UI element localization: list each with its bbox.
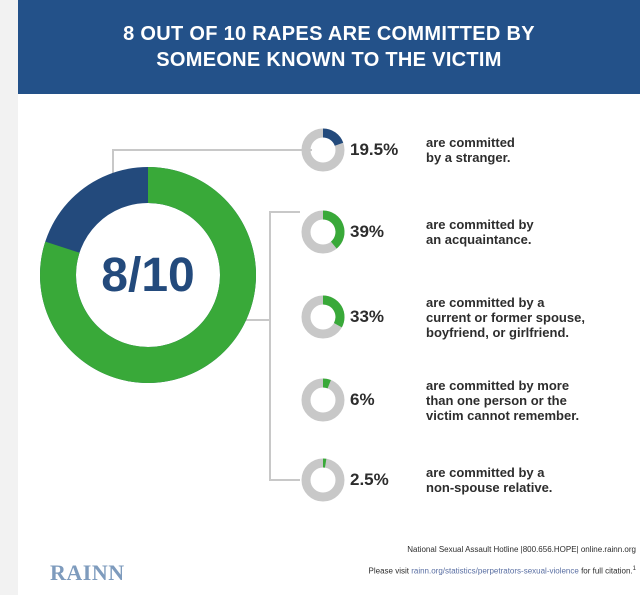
citation-link[interactable]: rainn.org/statistics/perpetrators-sexual…: [411, 566, 579, 576]
title-line-2: SOMEONE KNOWN TO THE VICTIM: [156, 49, 502, 71]
description-1: are committed by a stranger.: [426, 135, 515, 165]
description-line: are committed: [426, 135, 515, 150]
description-line: boyfriend, or girlfriend.: [426, 324, 570, 340]
description-line: than one person or the: [426, 392, 567, 408]
small-donut-segment-2: [322, 210, 345, 249]
small-donut-segment-3: [322, 295, 345, 328]
connector-top: [112, 149, 312, 182]
description-4: are committed by more than one person or …: [426, 378, 579, 423]
description-line: non-spouse relative.: [426, 480, 553, 495]
description-line: victim cannot remember.: [426, 407, 580, 423]
description-line: are committed by a: [426, 294, 545, 310]
description-2: are committed by an acquaintance.: [426, 217, 534, 247]
donut-center-label: 8/10: [101, 249, 194, 302]
footnote-marker: 1: [632, 566, 636, 572]
citation-prefix: Please visit: [368, 566, 412, 576]
hotline-text: National Sexual Assault Hotline |800.656…: [407, 545, 636, 554]
percent-label-5: 2.5%: [350, 470, 389, 489]
small-donut-track-5: [301, 458, 345, 502]
description-line: by a stranger.: [426, 150, 511, 165]
small-donut-segment-1: [322, 128, 344, 147]
description-5: are committed by a non-spouse relative.: [426, 465, 552, 495]
description-line: current or former spouse,: [426, 309, 585, 325]
small-donut-segment-4: [322, 378, 331, 389]
description-line: are committed by more: [426, 377, 570, 393]
hotline-label: National Sexual Assault Hotline |800.656…: [407, 545, 636, 554]
description-line: are committed by a: [426, 465, 545, 480]
chart-svg: 8/10: [40, 128, 345, 502]
description-line: are committed by: [426, 217, 534, 232]
percent-label-2: 39%: [350, 222, 385, 241]
percent-label-4: 6%: [350, 390, 375, 409]
small-donut-track-4: [301, 378, 345, 422]
header-banner: 8 OUT OF 10 RAPES ARE COMMITTED BY SOMEO…: [18, 0, 640, 94]
percent-label-1: 19.5%: [350, 140, 399, 159]
percent-label-3: 33%: [350, 307, 385, 326]
description-line: an acquaintance.: [426, 232, 532, 247]
citation-text: Please visit rainn.org/statistics/perpet…: [369, 566, 636, 576]
citation-suffix: for full citation.: [578, 566, 633, 576]
connector-bracket: [269, 211, 300, 481]
donut-known-segment: [40, 167, 256, 383]
rainn-logo: RAINN: [50, 560, 125, 585]
title-line-1: 8 OUT OF 10 RAPES ARE COMMITTED BY: [123, 23, 535, 45]
infographic-card: 8 OUT OF 10 RAPES ARE COMMITTED BY SOMEO…: [18, 0, 640, 595]
description-3: are committed by a current or former spou…: [426, 295, 585, 340]
